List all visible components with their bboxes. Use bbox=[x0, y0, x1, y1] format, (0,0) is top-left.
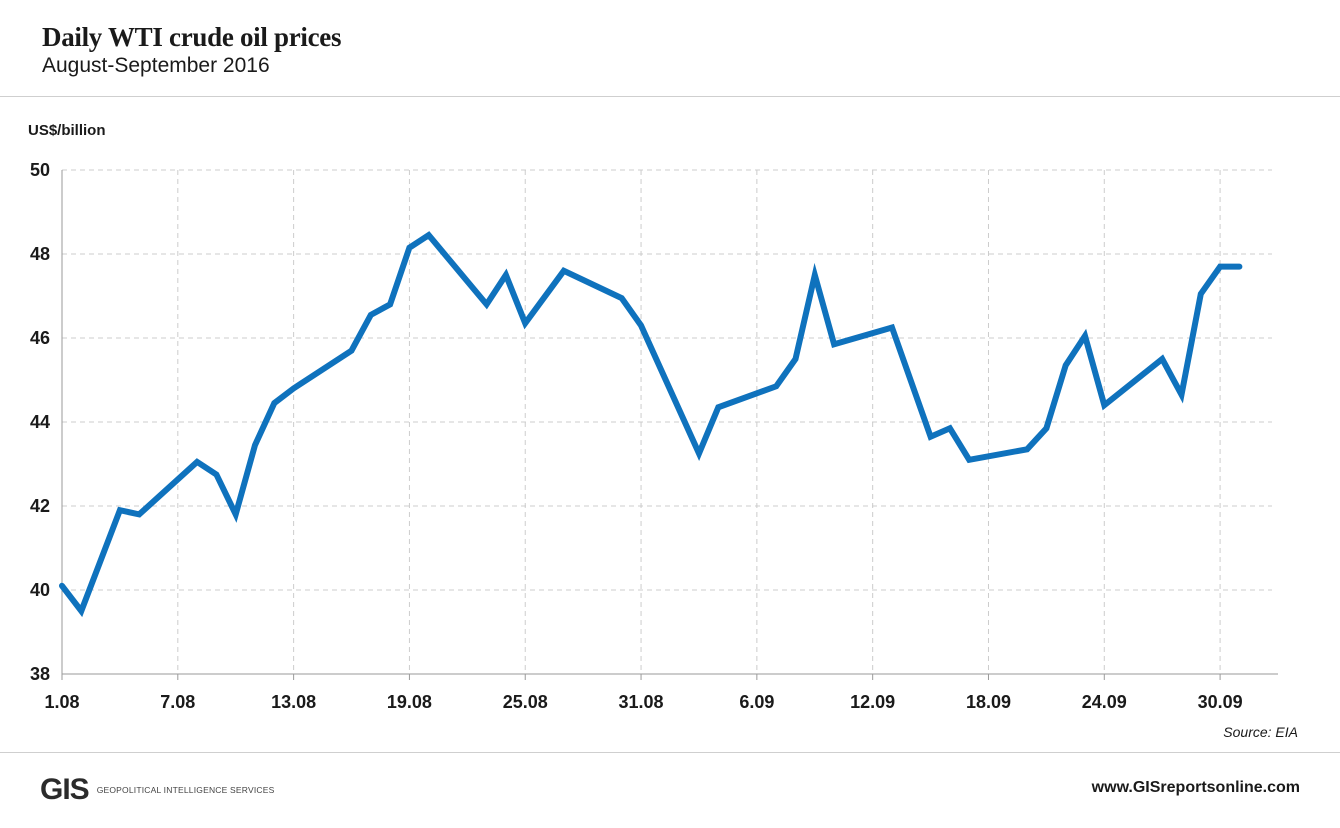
x-tick-label: 24.09 bbox=[1082, 692, 1127, 712]
x-tick-label: 13.08 bbox=[271, 692, 316, 712]
x-tick-label: 18.09 bbox=[966, 692, 1011, 712]
website-link[interactable]: www.GISreportsonline.com bbox=[1091, 779, 1300, 796]
header-divider bbox=[0, 96, 1340, 97]
x-tick-label: 6.09 bbox=[739, 692, 774, 712]
y-tick-label: 46 bbox=[30, 328, 50, 348]
y-tick-label: 50 bbox=[30, 160, 50, 180]
line-chart: 38 40 42 44 46 48 50 1.08 7.08 13.08 19.08 25.08 31.… bbox=[28, 122, 1278, 712]
source-note: Source: EIA bbox=[1223, 724, 1298, 740]
y-tick-label: 38 bbox=[30, 664, 50, 684]
gis-logo: GIS Geopolitical Intelligence Services bbox=[40, 773, 275, 806]
x-tick-label: 1.08 bbox=[44, 692, 79, 712]
y-tick-label: 42 bbox=[30, 496, 50, 516]
y-axis-label: US$/billion bbox=[28, 122, 106, 139]
y-tick-label: 44 bbox=[30, 412, 50, 432]
x-tick-label: 25.08 bbox=[503, 692, 548, 712]
x-tick-label: 12.09 bbox=[850, 692, 895, 712]
logo-text: Geopolitical Intelligence Services bbox=[96, 784, 275, 795]
x-tick-label: 19.08 bbox=[387, 692, 432, 712]
y-tick-label: 48 bbox=[30, 244, 50, 264]
chart-subtitle: August-September 2016 bbox=[42, 54, 270, 77]
logo-mark: GIS bbox=[40, 773, 90, 806]
x-tick-label: 30.09 bbox=[1198, 692, 1243, 712]
price-series-line bbox=[59, 231, 1243, 618]
y-tick-label: 40 bbox=[30, 580, 50, 600]
chart-title: Daily WTI crude oil prices bbox=[42, 22, 342, 52]
footer-divider bbox=[0, 752, 1340, 753]
x-tick-label: 31.08 bbox=[619, 692, 664, 712]
x-tick-label: 7.08 bbox=[160, 692, 195, 712]
